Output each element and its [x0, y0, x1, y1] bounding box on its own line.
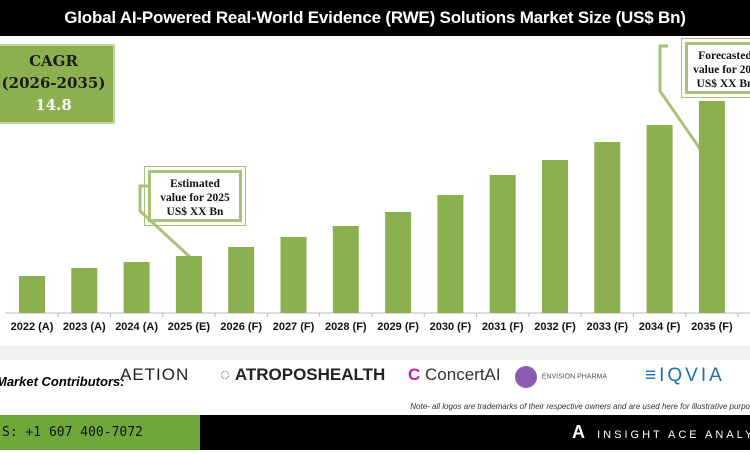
logo-concertai: C ConcertAI [408, 365, 501, 385]
bar-2035 (F) [698, 101, 725, 313]
x-tick-label: 2022 (A) [11, 321, 54, 333]
bar-2025 (E) [175, 256, 202, 313]
callout-line: value for 2025 [160, 192, 230, 204]
contributors-label: Market Contributors: [0, 374, 125, 389]
x-tick-label: 2024 (A) [115, 321, 158, 333]
callout-line: value for 203 [693, 64, 750, 76]
bar-2024 (A) [123, 262, 150, 313]
x-tick-label: 2025 (E) [168, 321, 211, 333]
contributors-row: Market Contributors: AETION ◌ ATROPOSHEA… [0, 346, 750, 396]
x-tick-label: 2035 (F) [691, 321, 733, 333]
bar-chart: 2022 (A) 2023 (A) 2024 (A) 2025 (E) 2026 (F)… [5, 44, 750, 333]
cagr-box: CAGR (2026-2035) 14.8 [0, 44, 115, 124]
brand-logo-icon: A [572, 422, 585, 442]
logo-atropos: ◌ ATROPOSHEALTH [220, 365, 385, 385]
estimated-callout: Estimated value for 2025 US$ XX Bn [144, 166, 246, 226]
x-tick-label: 2032 (F) [534, 321, 576, 333]
logo-envision: ENVISION PHARMA [515, 366, 607, 388]
x-tick-label: 2033 (F) [587, 321, 629, 333]
bar-2028 (F) [332, 226, 359, 313]
bar-2032 (F) [542, 160, 568, 313]
concertai-text: ConcertAI [425, 365, 501, 384]
concertai-icon: C [408, 365, 421, 384]
footer-phone: S: +1 607 400-7072 [0, 415, 200, 450]
forecasted-callout: Forecasted value for 203 US$ XX Bn [681, 38, 750, 98]
cagr-label: CAGR [29, 52, 78, 70]
bar-2026 (F) [228, 247, 255, 313]
x-tick-label: 2026 (F) [220, 321, 262, 333]
callout-line: US$ XX Bn [696, 78, 750, 90]
cagr-value: 14.8 [35, 96, 72, 114]
envision-icon [515, 366, 537, 388]
iqvia-icon: ≡ [645, 365, 660, 386]
bar-2033 (F) [594, 142, 621, 313]
atropos-icon: ◌ [220, 365, 235, 384]
brand-name: INSIGHT ACE ANALYTIC [597, 429, 750, 441]
x-tick-label: 2031 (F) [482, 321, 524, 333]
bar-2023 (A) [71, 268, 98, 313]
atropos-text: ATROPOSHEALTH [234, 365, 386, 384]
chart-title: Global AI-Powered Real-World Evidence (R… [0, 0, 750, 36]
callout-line: Forecasted [698, 50, 750, 62]
bar-2027 (F) [280, 237, 307, 313]
bar-2030 (F) [437, 195, 464, 313]
logo-iqvia: ≡IQVIA [645, 365, 725, 387]
x-tick-label: 2023 (A) [63, 321, 106, 333]
callout-line: US$ XX Bn [166, 206, 224, 218]
bar-2022 (A) [19, 276, 45, 313]
cagr-period: (2026-2035) [1, 74, 106, 92]
bar-2029 (F) [385, 212, 412, 313]
footer-brand: A INSIGHT ACE ANALYTIC [200, 415, 750, 450]
x-tick-label: 2029 (F) [377, 321, 419, 333]
x-tick-label: 2028 (F) [325, 321, 367, 333]
estimated-leader [138, 184, 192, 259]
bar-2034 (F) [646, 125, 673, 313]
trademark-note: Note- all logos are trademarks of their … [410, 402, 750, 411]
callout-line: Estimated [170, 178, 220, 190]
iqvia-text: IQVIA [659, 365, 725, 386]
forecasted-leader [658, 44, 707, 157]
envision-text: ENVISION PHARMA [541, 373, 608, 381]
logo-aetion: AETION [120, 365, 190, 384]
bar-2031 (F) [489, 175, 516, 313]
x-tick-label: 2030 (F) [430, 321, 472, 333]
x-tick-label: 2034 (F) [639, 321, 681, 333]
x-tick-label: 2027 (F) [273, 321, 315, 333]
